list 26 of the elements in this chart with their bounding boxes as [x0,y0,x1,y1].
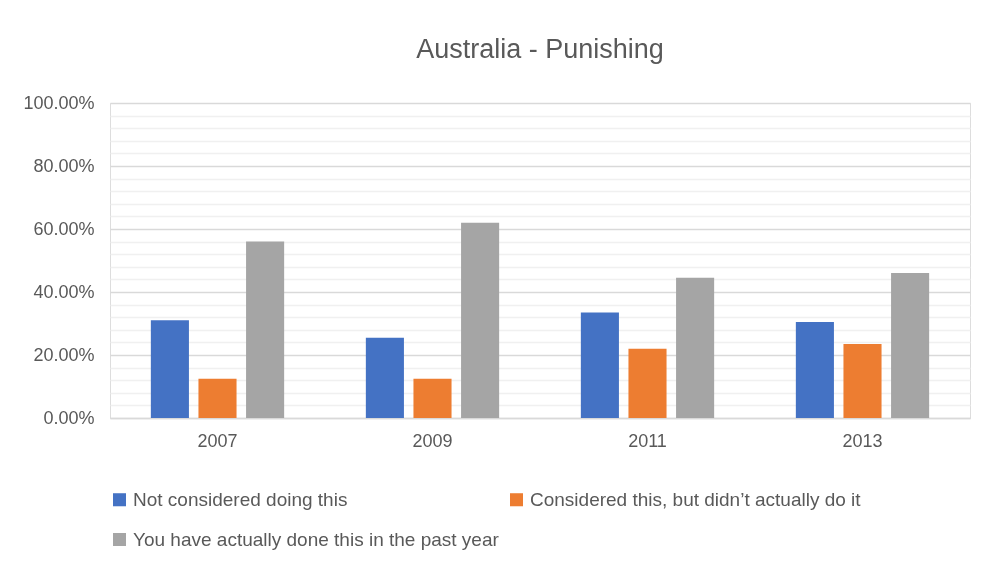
x-tick-label: 2011 [628,430,667,451]
y-tick-label: 20.00% [33,344,95,365]
bar [150,320,189,418]
bar [891,273,930,418]
x-tick-label: 2013 [842,430,883,451]
y-tick-label: 100.00% [23,92,95,113]
legend-label: You have actually done this in the past year [133,528,500,550]
x-tick-label: 2007 [197,430,238,451]
legend-label: Considered this, but didn’t actually do it [530,488,862,510]
bar [580,312,619,418]
y-tick-label: 60.00% [33,218,95,239]
bar [413,378,452,418]
bar [461,222,500,418]
x-tick-label: 2009 [412,430,453,451]
y-tick-label: 40.00% [33,281,95,302]
bar [198,378,237,418]
y-tick-label: 0.00% [43,407,95,428]
chart-title: Australia - Punishing [416,34,664,64]
y-tick-label: 80.00% [33,155,95,176]
bar [365,337,404,418]
bar [676,277,715,418]
bar [246,241,285,418]
legend-label: Not considered doing this [133,488,348,510]
bar [628,348,667,418]
bar [795,321,834,418]
bar [843,343,882,418]
